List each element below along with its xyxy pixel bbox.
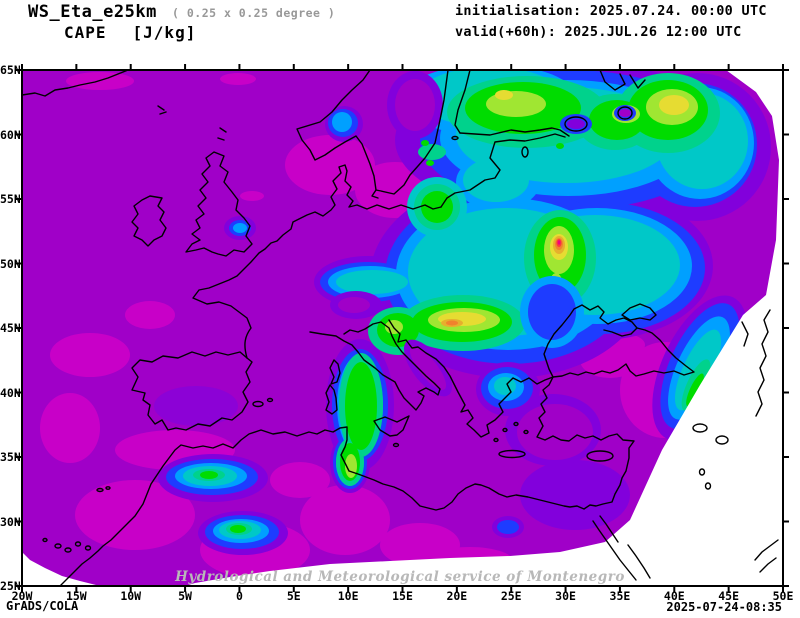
lon-label: 50E (772, 589, 794, 603)
lon-label: 0 (235, 589, 243, 603)
lat-label: 35N (0, 450, 20, 464)
model-title: WS_Eta_e25km (28, 2, 157, 22)
lon-label: 25E (500, 589, 522, 603)
spain-patch (154, 386, 238, 426)
lon-label: 35E (609, 589, 631, 603)
grads-credit: GrADS/COLA (6, 599, 79, 613)
cape-level-max (441, 236, 565, 327)
lon-label: 15E (392, 589, 413, 603)
lon-label: 10W (120, 589, 142, 603)
lat-label: 40N (0, 385, 20, 400)
lon-label: 30E (555, 589, 576, 603)
variable-line: CAPE [J/kg] (64, 23, 196, 42)
valid-time: valid(+60h): 2025.JUL.26 12:00 UTC (455, 24, 742, 40)
variable-name: CAPE (64, 23, 107, 42)
model-resolution: ( 0.25 x 0.25 degree ) (172, 6, 336, 20)
lon-label: 40E (663, 589, 685, 603)
lat-label: 50N (0, 256, 20, 271)
lat-label: 45N (0, 321, 20, 335)
coastlines (22, 70, 779, 586)
lon-label: 5W (178, 589, 192, 603)
axis-ticks (16, 64, 789, 592)
lon-label: 45E (718, 589, 740, 603)
lon-label: 15W (65, 589, 87, 603)
lon-label: 20E (446, 589, 468, 603)
greece-cape-blob (476, 362, 540, 416)
cape-field (22, 70, 783, 586)
lon-label: 10E (337, 589, 359, 603)
lat-label: 55N (0, 192, 20, 206)
creation-timestamp: 2025-07-24-08:35 (666, 600, 782, 614)
lat-label: 65N (0, 63, 20, 77)
outside-domain (22, 70, 783, 586)
lon-label: 5E (286, 589, 301, 603)
lon-label: 20W (11, 589, 33, 603)
lat-label: 25N (0, 579, 20, 593)
watermark: Hydrological and Meteorological service … (175, 569, 625, 585)
lat-label: 60N (0, 127, 20, 142)
initialisation-time: initialisation: 2025.07.24. 00:00 UTC (455, 3, 767, 19)
lat-label: 30N (0, 514, 20, 529)
variable-units: [J/kg] (132, 23, 197, 42)
